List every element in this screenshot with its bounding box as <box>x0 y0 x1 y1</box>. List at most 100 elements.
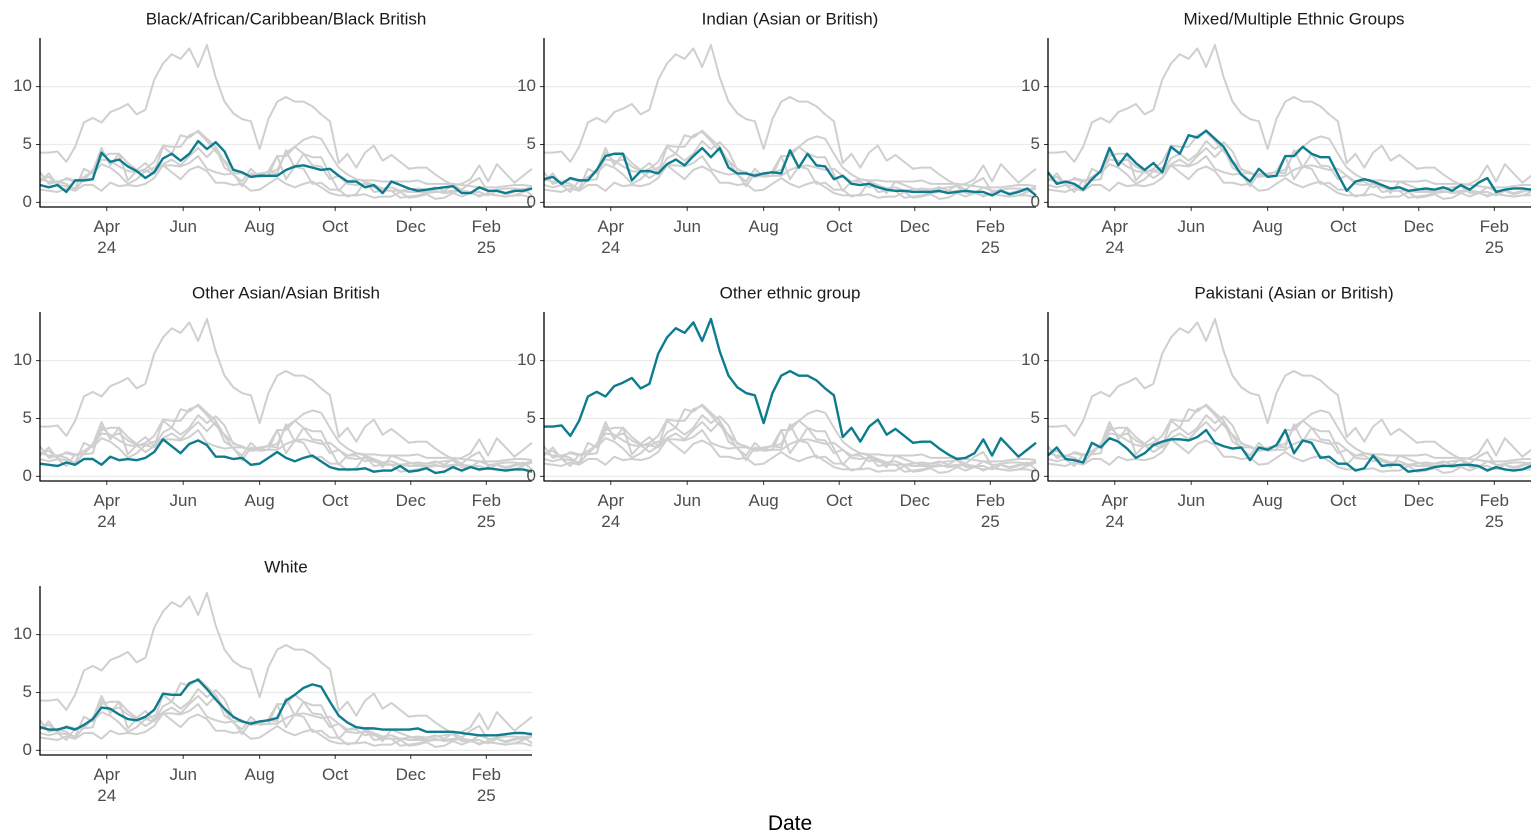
y-tick-label: 0 <box>23 740 32 759</box>
y-tick-label: 0 <box>23 192 32 211</box>
y-tick-label: 10 <box>13 350 32 369</box>
x-tick-label: Oct <box>321 217 349 236</box>
x-tick-label: Feb 25 <box>1479 217 1509 257</box>
series-line <box>543 429 1037 473</box>
x-tick-label: Oct <box>825 217 853 236</box>
panel: Indian (Asian or British) 0 5 10 <box>517 9 1037 211</box>
series-line <box>1047 129 1531 194</box>
series-line <box>1047 130 1531 189</box>
y-tick-label: 5 <box>23 682 32 701</box>
x-axis-title: Date <box>767 812 813 835</box>
x-tick-label: Jun <box>1177 217 1205 236</box>
x-tick-label: Dec <box>899 217 930 236</box>
panel: Other ethnic group 0 5 10 <box>517 283 1037 485</box>
panel-title: Pakistani (Asian or British) <box>1194 283 1393 302</box>
series-line <box>543 164 1037 200</box>
series-line <box>1047 438 1531 474</box>
x-tick-label: Feb 25 <box>471 217 501 257</box>
x-tick-label: Apr 24 <box>1101 491 1128 531</box>
y-tick-label: 0 <box>1031 466 1040 485</box>
series-line <box>39 438 533 475</box>
x-tick-label: Oct <box>1329 491 1357 510</box>
series-line <box>39 155 533 199</box>
series-line <box>39 694 533 745</box>
series-line <box>543 129 1037 193</box>
y-tick-label: 0 <box>1031 192 1040 211</box>
x-tick-label: Apr 24 <box>1101 217 1128 257</box>
panel-title: Mixed/Multiple Ethnic Groups <box>1183 9 1404 28</box>
x-tick-label: Aug <box>1252 217 1283 236</box>
x-tick-label: Dec <box>395 765 426 784</box>
x-tick-label: Feb 25 <box>975 217 1005 257</box>
series-line <box>39 404 533 463</box>
y-tick-label: 5 <box>1031 408 1040 427</box>
x-tick-label: Feb 25 <box>471 765 501 805</box>
x-tick-label: Apr 24 <box>93 491 120 531</box>
y-tick-label: 5 <box>527 134 536 153</box>
panel: Pakistani (Asian or British) 0 5 10 <box>1021 283 1531 485</box>
panel-title: Indian (Asian or British) <box>702 9 879 28</box>
y-tick-label: 10 <box>1021 350 1040 369</box>
panel: Other Asian/Asian British 0 5 10 <box>13 283 533 485</box>
x-tick-label: Feb 25 <box>975 491 1005 531</box>
x-tick-label: Feb 25 <box>1479 491 1509 531</box>
series-line <box>543 420 1037 471</box>
series-line <box>1047 403 1531 467</box>
y-tick-label: 5 <box>23 408 32 427</box>
series-line <box>39 139 533 195</box>
x-tick-label: Dec <box>395 491 426 510</box>
series-line <box>39 130 533 189</box>
x-tick-label: Jun <box>169 217 197 236</box>
series-line <box>1047 164 1531 200</box>
series-line <box>1047 155 1531 199</box>
x-tick-label: Dec <box>1403 217 1434 236</box>
x-tick-label: Aug <box>244 765 275 784</box>
y-tick-label: 10 <box>1021 76 1040 95</box>
y-tick-label: 5 <box>527 408 536 427</box>
x-tick-label: Dec <box>899 491 930 510</box>
x-tick-label: Apr 24 <box>93 217 120 257</box>
series-line <box>39 678 533 737</box>
x-tick-label: Jun <box>1177 491 1205 510</box>
y-tick-label: 0 <box>527 466 536 485</box>
series-line <box>39 703 533 747</box>
x-tick-label: Dec <box>1403 491 1434 510</box>
x-tick-label: Oct <box>321 491 349 510</box>
x-tick-label: Feb 25 <box>471 491 501 531</box>
x-tick-label: Apr 24 <box>93 765 120 805</box>
y-tick-label: 10 <box>13 76 32 95</box>
series-line <box>543 403 1037 467</box>
panel-title: Other ethnic group <box>720 283 861 302</box>
x-tick-label: Oct <box>321 765 349 784</box>
series-line <box>543 438 1037 474</box>
x-tick-label: Jun <box>673 217 701 236</box>
x-tick-label: Aug <box>244 491 275 510</box>
x-tick-label: Aug <box>244 217 275 236</box>
y-tick-label: 10 <box>517 76 536 95</box>
series-line <box>39 429 533 473</box>
y-tick-label: 5 <box>23 134 32 153</box>
y-tick-label: 0 <box>527 192 536 211</box>
series-line <box>39 420 533 471</box>
y-tick-label: 10 <box>517 350 536 369</box>
x-tick-label: Apr 24 <box>597 217 624 257</box>
series-line <box>544 317 1037 461</box>
x-tick-label: Aug <box>748 217 779 236</box>
series-line <box>1047 404 1531 463</box>
panel: Mixed/Multiple Ethnic Groups 0 5 10 <box>1021 9 1531 211</box>
x-tick-label: Aug <box>1252 491 1283 510</box>
x-tick-label: Jun <box>673 491 701 510</box>
panel: White 0 5 10 <box>13 557 533 759</box>
series-line <box>1047 428 1531 473</box>
panel-title: Black/African/Caribbean/Black British <box>146 9 427 28</box>
panel: Black/African/Caribbean/Black British 0 5 1… <box>13 9 533 211</box>
y-tick-label: 0 <box>23 466 32 485</box>
series-line <box>39 677 533 741</box>
series-line <box>543 146 1037 197</box>
panel-title: White <box>264 557 307 576</box>
panel-title: Other Asian/Asian British <box>192 283 380 302</box>
x-tick-label: Jun <box>169 765 197 784</box>
series-line <box>39 403 533 467</box>
